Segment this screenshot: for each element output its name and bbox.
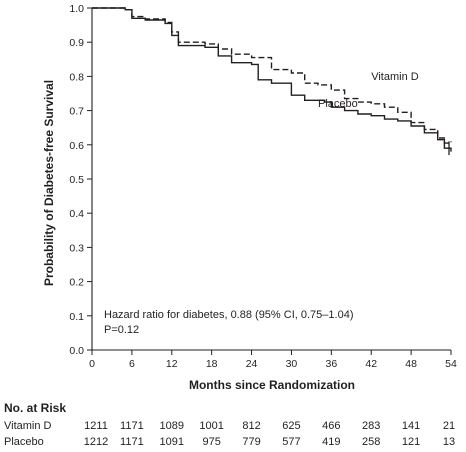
risk-cell: 1171 <box>120 436 144 448</box>
hazard-ratio-annotation: Hazard ratio for diabetes, 0.88 (95% CI,… <box>104 309 353 321</box>
y-tick-label: 0.8 <box>69 71 84 83</box>
y-tick-label: 0.7 <box>69 106 84 118</box>
risk-cell: 975 <box>202 436 221 448</box>
risk-row-label: Placebo <box>4 436 44 448</box>
series-label: Placebo <box>318 98 358 110</box>
risk-cell: 1212 <box>83 436 109 448</box>
y-tick-label: 0.3 <box>69 242 84 254</box>
x-tick-label: 18 <box>206 358 218 370</box>
x-tick-label: 6 <box>129 358 135 370</box>
risk-cell: 1171 <box>120 420 144 432</box>
x-axis: 0 6 12 18 24 30 36 42 48 54 <box>89 349 457 370</box>
risk-cell: 466 <box>322 420 341 432</box>
series-placebo-line <box>92 7 452 152</box>
risk-cell: 577 <box>282 436 301 448</box>
series-layer <box>92 7 452 156</box>
y-axis: 0.0 0.1 0.2 0.3 0.4 0.5 0.6 0.7 0.8 0.9 1.0 <box>69 3 93 357</box>
x-tick-label: 54 <box>445 358 457 370</box>
y-tick-label: 0.5 <box>69 174 84 186</box>
risk-row-label: Vitamin D <box>4 420 52 432</box>
risk-cell: 1001 <box>199 420 224 432</box>
km-chart: 0.0 0.1 0.2 0.3 0.4 0.5 0.6 0.7 0.8 0.9 1.0 0 6 12 18… <box>42 3 457 392</box>
risk-cell: 21 <box>442 420 456 432</box>
risk-cell: 1091 <box>159 436 185 448</box>
x-axis-title: Months since Randomization <box>189 378 355 392</box>
risk-cell: 1089 <box>159 420 185 432</box>
x-tick-label: 24 <box>246 358 258 370</box>
risk-cell: 13 <box>442 436 456 448</box>
risk-cell: 419 <box>322 436 341 448</box>
y-tick-label: 0.4 <box>69 208 84 220</box>
y-tick-label: 0.0 <box>69 345 84 357</box>
x-tick-label: 36 <box>325 358 337 370</box>
risk-cell: 283 <box>362 420 381 432</box>
y-axis-title: Probability of Diabetes-free Survival <box>42 80 56 286</box>
x-tick-label: 12 <box>166 358 178 370</box>
x-tick-label: 48 <box>405 358 417 370</box>
risk-row-vitamin-d: Vitamin D 1211 1171 1089 1001 812 625 466 283 141… <box>0 420 466 434</box>
p-value-annotation: P=0.12 <box>104 324 139 336</box>
x-tick-label: 30 <box>286 358 298 370</box>
series-labels: Vitamin D Placebo <box>318 71 419 110</box>
y-tick-label: 0.2 <box>69 277 84 289</box>
risk-table-title: No. at Risk <box>4 401 67 415</box>
risk-cell: 258 <box>362 436 381 448</box>
series-label: Vitamin D <box>371 71 419 83</box>
y-tick-label: 0.6 <box>69 140 84 152</box>
risk-cell: 812 <box>242 420 261 432</box>
risk-cell: 121 <box>401 436 421 448</box>
risk-row-placebo: Placebo 1212 1171 1091 975 779 577 419 258 121 13 <box>0 436 466 450</box>
risk-cell: 779 <box>242 436 261 448</box>
x-tick-label: 0 <box>89 358 95 370</box>
risk-cell: 141 <box>401 420 421 432</box>
risk-cell: 1211 <box>84 420 108 432</box>
risk-cell: 625 <box>282 420 301 432</box>
y-tick-label: 1.0 <box>69 3 84 15</box>
x-tick-label: 42 <box>365 358 377 370</box>
y-tick-label: 0.9 <box>69 37 84 49</box>
y-tick-label: 0.1 <box>69 311 84 323</box>
